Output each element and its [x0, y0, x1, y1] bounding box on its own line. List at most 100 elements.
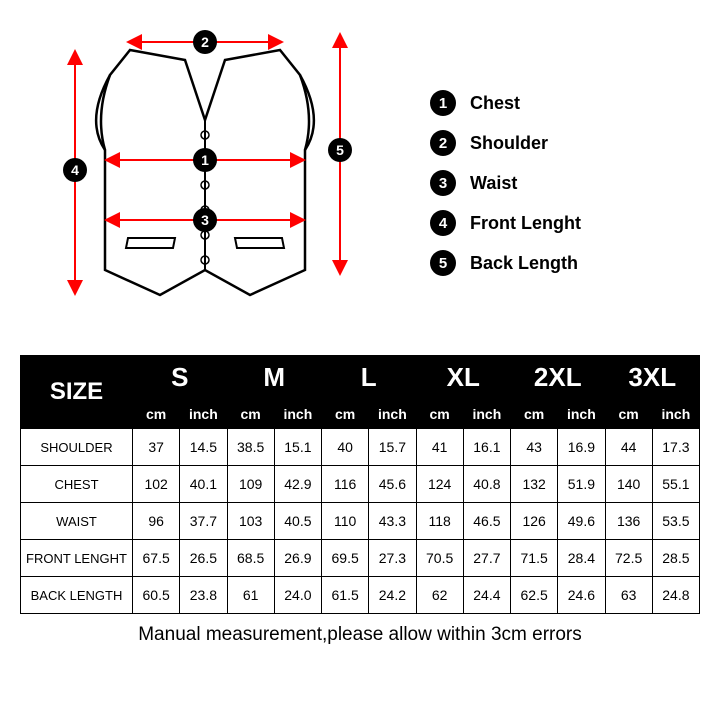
table-cell: 24.6 — [558, 577, 605, 614]
table-cell: 102 — [133, 466, 180, 503]
table-cell: 51.9 — [558, 466, 605, 503]
legend-badge: 4 — [430, 210, 456, 236]
table-cell: 27.7 — [463, 540, 510, 577]
top-section: 2 1 3 4 5 1 Chest 2 Shoulder 3 Waist 4 F… — [20, 10, 700, 355]
table-cell: 103 — [227, 503, 274, 540]
table-cell: 43 — [511, 429, 558, 466]
table-cell: 55.1 — [652, 466, 699, 503]
legend-badge: 3 — [430, 170, 456, 196]
row-label: SHOULDER — [21, 429, 133, 466]
table-row: WAIST9637.710340.511043.311846.512649.61… — [21, 503, 700, 540]
table-cell: 40.8 — [463, 466, 510, 503]
legend-label: Front Lenght — [470, 213, 581, 234]
table-cell: 46.5 — [463, 503, 510, 540]
table-cell: 27.3 — [369, 540, 416, 577]
legend-label: Chest — [470, 93, 520, 114]
table-cell: 124 — [416, 466, 463, 503]
th-size-l: L — [322, 356, 417, 400]
table-cell: 41 — [416, 429, 463, 466]
legend-item: 1 Chest — [430, 90, 680, 116]
legend-label: Back Length — [470, 253, 578, 274]
table-cell: 37 — [133, 429, 180, 466]
table-cell: 116 — [322, 466, 369, 503]
table-row: FRONT LENGHT67.526.568.526.969.527.370.5… — [21, 540, 700, 577]
table-cell: 61 — [227, 577, 274, 614]
th-unit-inch: inch — [369, 400, 416, 429]
table-cell: 45.6 — [369, 466, 416, 503]
table-cell: 53.5 — [652, 503, 699, 540]
table-cell: 23.8 — [180, 577, 227, 614]
table-cell: 14.5 — [180, 429, 227, 466]
table-row: SHOULDER3714.538.515.14015.74116.14316.9… — [21, 429, 700, 466]
table-cell: 136 — [605, 503, 652, 540]
table-cell: 26.5 — [180, 540, 227, 577]
table-cell: 126 — [511, 503, 558, 540]
table-cell: 71.5 — [511, 540, 558, 577]
legend-item: 4 Front Lenght — [430, 210, 680, 236]
table-cell: 43.3 — [369, 503, 416, 540]
row-label: WAIST — [21, 503, 133, 540]
th-size-3xl: 3XL — [605, 356, 700, 400]
table-cell: 24.2 — [369, 577, 416, 614]
legend-item: 3 Waist — [430, 170, 680, 196]
th-size-s: S — [133, 356, 228, 400]
table-cell: 63 — [605, 577, 652, 614]
table-cell: 26.9 — [274, 540, 321, 577]
th-size-m: M — [227, 356, 322, 400]
table-cell: 70.5 — [416, 540, 463, 577]
table-cell: 15.7 — [369, 429, 416, 466]
th-unit-inch: inch — [274, 400, 321, 429]
table-body: SHOULDER3714.538.515.14015.74116.14316.9… — [21, 429, 700, 614]
svg-text:5: 5 — [336, 142, 344, 158]
size-chart-table: SIZE S M L XL 2XL 3XL cminch cminch cmin… — [20, 355, 700, 614]
table-cell: 110 — [322, 503, 369, 540]
table-cell: 38.5 — [227, 429, 274, 466]
th-unit-inch: inch — [652, 400, 699, 429]
measurement-legend: 1 Chest 2 Shoulder 3 Waist 4 Front Lengh… — [430, 20, 680, 290]
table-cell: 61.5 — [322, 577, 369, 614]
row-label: FRONT LENGHT — [21, 540, 133, 577]
table-cell: 132 — [511, 466, 558, 503]
table-cell: 96 — [133, 503, 180, 540]
table-cell: 15.1 — [274, 429, 321, 466]
legend-label: Shoulder — [470, 133, 548, 154]
legend-badge: 2 — [430, 130, 456, 156]
th-unit-cm: cm — [416, 400, 463, 429]
th-unit-cm: cm — [133, 400, 180, 429]
table-cell: 62.5 — [511, 577, 558, 614]
table-cell: 16.9 — [558, 429, 605, 466]
table-cell: 67.5 — [133, 540, 180, 577]
table-row: CHEST10240.110942.911645.612440.813251.9… — [21, 466, 700, 503]
row-label: BACK LENGTH — [21, 577, 133, 614]
th-unit-inch: inch — [558, 400, 605, 429]
table-cell: 109 — [227, 466, 274, 503]
table-cell: 44 — [605, 429, 652, 466]
measurement-note: Manual measurement,please allow within 3… — [20, 624, 700, 646]
table-header: SIZE S M L XL 2XL 3XL cminch cminch cmin… — [21, 356, 700, 429]
th-size: SIZE — [21, 356, 133, 429]
vest-diagram: 2 1 3 4 5 — [40, 20, 370, 335]
th-unit-cm: cm — [227, 400, 274, 429]
legend-badge: 1 — [430, 90, 456, 116]
svg-text:3: 3 — [201, 212, 209, 228]
svg-text:1: 1 — [201, 152, 209, 168]
table-cell: 42.9 — [274, 466, 321, 503]
table-cell: 37.7 — [180, 503, 227, 540]
table-cell: 40.1 — [180, 466, 227, 503]
vest-armhole-left — [101, 75, 110, 150]
table-cell: 62 — [416, 577, 463, 614]
legend-label: Waist — [470, 173, 517, 194]
table-cell: 140 — [605, 466, 652, 503]
vest-armhole-right — [300, 75, 309, 150]
table-cell: 24.4 — [463, 577, 510, 614]
table-cell: 28.5 — [652, 540, 699, 577]
table-cell: 49.6 — [558, 503, 605, 540]
th-unit-inch: inch — [463, 400, 510, 429]
th-size-2xl: 2XL — [511, 356, 606, 400]
svg-text:4: 4 — [71, 162, 79, 178]
table-cell: 17.3 — [652, 429, 699, 466]
th-unit-cm: cm — [511, 400, 558, 429]
table-cell: 40 — [322, 429, 369, 466]
table-cell: 118 — [416, 503, 463, 540]
legend-badge: 5 — [430, 250, 456, 276]
